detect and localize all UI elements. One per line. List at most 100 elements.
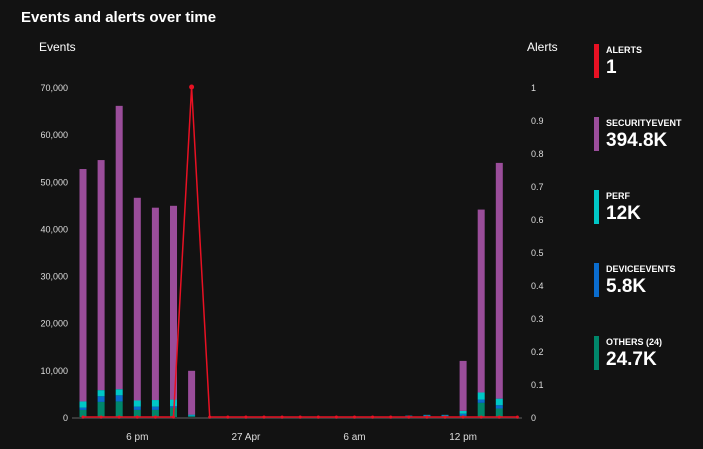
y2-tick-label: 0.7 bbox=[531, 182, 544, 192]
alerts-line bbox=[83, 86, 518, 418]
alerts-point bbox=[298, 415, 302, 419]
bar-segment bbox=[151, 207, 159, 401]
legend-item[interactable]: ALERTS 1 bbox=[594, 44, 682, 117]
bar-segment bbox=[495, 405, 503, 409]
y-tick-label: 50,000 bbox=[40, 177, 68, 187]
y-tick-label: 30,000 bbox=[40, 272, 68, 282]
legend-value: 394.8K bbox=[606, 130, 668, 151]
legend-name: SECURITYEVENT bbox=[606, 118, 682, 128]
bar-segment bbox=[151, 406, 159, 410]
legend-swatch bbox=[594, 190, 599, 224]
y2-tick-label: 0.2 bbox=[531, 347, 544, 357]
alerts-point bbox=[443, 415, 447, 419]
bar-segment bbox=[79, 409, 87, 417]
bar-segment bbox=[133, 400, 141, 407]
bar-segment bbox=[79, 407, 87, 410]
bar-segment bbox=[495, 162, 503, 399]
alerts-point bbox=[280, 415, 284, 419]
alerts-point bbox=[153, 415, 157, 419]
events-chart: Events Alerts 0 10,000 20,000 30,000 40,000 50,… bbox=[39, 40, 558, 443]
alerts-point bbox=[353, 415, 356, 419]
y-tick-label: 40,000 bbox=[40, 224, 68, 234]
bar-segment bbox=[459, 410, 467, 414]
y2-tick-label: 0.6 bbox=[531, 215, 544, 225]
alerts-point bbox=[389, 415, 393, 419]
bar-segment bbox=[133, 409, 141, 417]
alerts-point bbox=[371, 415, 375, 419]
alerts-point bbox=[461, 415, 465, 419]
y2-tick-label: 1 bbox=[531, 83, 536, 93]
bar-segment bbox=[133, 406, 141, 410]
legend-swatch bbox=[594, 263, 599, 297]
y-tick-label: 60,000 bbox=[40, 130, 68, 140]
legend: ALERTS 1 SECURITYEVENT 394.8K PERF 12K DEVICEE… bbox=[594, 44, 682, 409]
bar-segment bbox=[170, 399, 177, 407]
y2-tick-label: 0.9 bbox=[531, 116, 544, 126]
alerts-point bbox=[99, 415, 103, 419]
y2-tick-label: 0.1 bbox=[531, 380, 544, 390]
legend-name: PERF bbox=[606, 191, 631, 201]
alerts-point bbox=[226, 415, 230, 419]
alerts-point bbox=[479, 415, 483, 419]
bar-segment bbox=[188, 416, 196, 417]
y2-tick-label: 0.5 bbox=[531, 248, 544, 258]
legend-swatch bbox=[594, 117, 599, 151]
bar-segment bbox=[97, 160, 105, 391]
bar-segment bbox=[115, 401, 123, 417]
legend-swatch bbox=[594, 336, 599, 370]
legend-item[interactable]: SECURITYEVENT 394.8K bbox=[594, 117, 682, 190]
y2-tick-label: 0.4 bbox=[531, 281, 544, 291]
bar-segment bbox=[495, 408, 503, 417]
alerts-point bbox=[189, 84, 195, 90]
y2-axis-label: Alerts bbox=[527, 40, 558, 54]
legend-value: 1 bbox=[606, 57, 617, 78]
bar-segment bbox=[170, 205, 177, 400]
y-tick-label: 20,000 bbox=[40, 319, 68, 329]
alerts-point bbox=[244, 415, 248, 419]
y2-tick-label: 0.8 bbox=[531, 149, 544, 159]
bar-segment bbox=[477, 402, 485, 417]
y2-tick-label: 0 bbox=[531, 413, 536, 423]
legend-value: 24.7K bbox=[606, 349, 657, 370]
alerts-point bbox=[81, 415, 85, 419]
x-tick-label: 6 pm bbox=[126, 432, 148, 443]
alerts-point bbox=[172, 415, 175, 419]
bar-segment bbox=[115, 105, 123, 390]
bar-segment bbox=[188, 370, 196, 415]
legend-name: DEVICEEVENTS bbox=[606, 264, 676, 274]
bar-segment bbox=[477, 399, 485, 403]
alerts-point bbox=[425, 415, 429, 419]
alerts-point bbox=[117, 415, 121, 419]
x-tick-label: 12 pm bbox=[449, 432, 477, 443]
alerts-point bbox=[497, 415, 501, 419]
x-tick-label: 6 am bbox=[343, 432, 365, 443]
y-tick-label: 10,000 bbox=[40, 366, 68, 376]
legend-name: ALERTS bbox=[606, 45, 642, 55]
legend-item[interactable]: PERF 12K bbox=[594, 190, 682, 263]
alerts-point bbox=[316, 415, 320, 419]
bar-segment bbox=[151, 400, 159, 407]
bar-segment bbox=[495, 398, 503, 406]
bar-segment bbox=[188, 414, 196, 416]
bar-segment bbox=[477, 392, 485, 400]
alerts-point bbox=[407, 415, 411, 419]
bar-segment bbox=[97, 401, 105, 417]
alerts-point bbox=[334, 415, 338, 419]
bar-segment bbox=[459, 360, 467, 411]
bar-segment bbox=[97, 390, 105, 397]
bar-segment bbox=[115, 395, 123, 402]
bar-segment bbox=[115, 389, 123, 396]
alerts-point bbox=[515, 415, 519, 419]
bar-segment bbox=[79, 401, 87, 408]
bar-segment bbox=[477, 209, 485, 393]
bar-segment bbox=[151, 409, 159, 417]
legend-swatch bbox=[594, 44, 599, 78]
y-axis-label: Events bbox=[39, 40, 76, 54]
bar-segment bbox=[133, 197, 141, 401]
legend-item[interactable]: DEVICEEVENTS 5.8K bbox=[594, 263, 682, 336]
legend-item[interactable]: OTHERS (24) 24.7K bbox=[594, 336, 682, 409]
x-tick-label: 27 Apr bbox=[231, 432, 261, 443]
bar-segment bbox=[97, 396, 105, 402]
legend-value: 5.8K bbox=[606, 276, 647, 297]
y2-tick-label: 0.3 bbox=[531, 314, 544, 324]
